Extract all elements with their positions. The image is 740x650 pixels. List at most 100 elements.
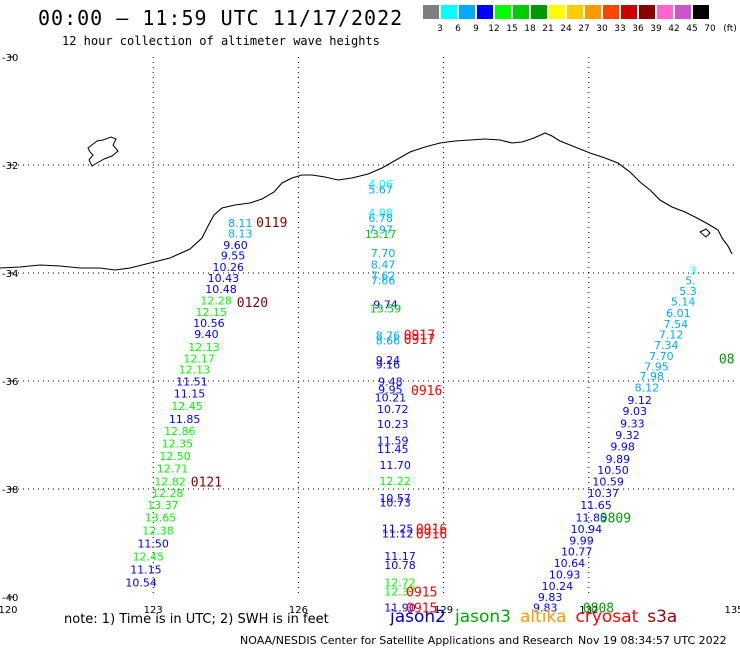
legend-level: 3	[437, 24, 443, 34]
wave-height-value: 9.24	[376, 354, 401, 367]
wave-height-value: 7.70	[649, 350, 674, 363]
wave-height-value: 9.98	[610, 440, 635, 453]
wave-height-value: 7.70	[371, 247, 396, 260]
legend-level: 39	[650, 24, 662, 34]
wave-height-value: 12.37	[384, 586, 416, 599]
wave-height-value: 10.77	[561, 546, 593, 559]
wave-height-value: 13.59	[370, 303, 402, 316]
wave-height-value: 9.60	[223, 239, 248, 252]
legend-level: 21	[542, 24, 554, 34]
wave-height-value: 10.93	[549, 568, 581, 581]
legend-swatch	[585, 5, 601, 19]
legend-level: 27	[578, 24, 590, 34]
wave-height-value: 9.95	[378, 384, 403, 397]
wave-height-value: 7.95	[644, 360, 669, 373]
legend-swatch	[513, 5, 529, 19]
wave-height-value: 10.54	[125, 576, 157, 589]
pass-time-label: 0121	[191, 475, 222, 490]
legend-swatch	[423, 5, 439, 19]
map-title: 00:00 – 11:59 UTC 11/17/2022	[38, 6, 404, 30]
coastline	[0, 132, 733, 271]
satellite-jason2: jason2	[390, 607, 446, 627]
pass-time-label: 0915	[406, 586, 437, 601]
lon-label: 123	[144, 605, 163, 616]
wave-height-value: 11.85	[575, 512, 607, 525]
pass-time-label: 0809	[600, 512, 631, 527]
legend-swatch	[603, 5, 619, 19]
pass-time-label: 0917	[404, 333, 435, 348]
coastline-south-australia	[0, 132, 733, 271]
wave-height-value: 12.17	[183, 352, 215, 365]
lon-label: 132	[579, 605, 598, 616]
wave-height-value: 7.66	[371, 275, 396, 288]
wave-height-value: 11.15	[130, 563, 162, 576]
wave-height-value: 13.65	[145, 512, 177, 525]
units-note: note: 1) Time is in UTC; 2) SWH is in fe…	[64, 612, 329, 627]
legend-swatch	[621, 5, 637, 19]
wave-height-value: 9.03	[623, 405, 648, 418]
satellite-jason3: jason3	[455, 607, 511, 627]
wave-height-value: 8.76	[376, 330, 401, 343]
wave-height-value: 11.65	[580, 499, 612, 512]
wave-height-value: 11.45	[377, 443, 409, 456]
wave-height-value: 12.45	[171, 400, 203, 413]
pass-time-label: 0916	[411, 384, 442, 399]
wave-height-value: 7.12	[659, 329, 684, 342]
credit-line: NOAA/NESDIS Center for Satellite Applica…	[240, 634, 574, 647]
legend-swatch	[693, 5, 709, 19]
wave-height-value: 7.98	[639, 370, 664, 383]
wave-height-value: 10.78	[384, 559, 416, 572]
wave-height-value: 10.73	[379, 497, 411, 510]
wave-height-value: 12.15	[196, 306, 228, 319]
wave-height-value: 10.56	[193, 317, 225, 330]
wave-height-value: 9.99	[569, 534, 594, 547]
wave-height-value: 11.15	[174, 387, 206, 400]
wave-height-value: 12.86	[164, 425, 196, 438]
pass-time-label: 0120	[237, 296, 268, 311]
wave-height-value: 11.59	[377, 434, 409, 447]
pass-time-label: 08	[719, 352, 735, 367]
wave-height-value: 7.34	[654, 339, 679, 352]
wave-height-value: 4.98	[368, 207, 393, 220]
lat-label: -30	[2, 53, 18, 64]
wave-height-value: 10.57	[379, 492, 411, 505]
pass-time-label: 0916	[416, 522, 447, 537]
wave-height-value: 11.90	[384, 601, 416, 614]
wave-height-value: 11.25	[382, 522, 414, 535]
wave-height-value: 5.	[685, 275, 696, 288]
wave-height-value: 6.78	[368, 212, 393, 225]
legend-swatch	[495, 5, 511, 19]
wave-height-value: 12.50	[159, 450, 191, 463]
wave-height-value: 9.48	[378, 376, 403, 389]
wave-height-value: 10.48	[205, 283, 237, 296]
satellite-cryosat: cryosat	[575, 607, 639, 627]
legend-level: 42	[668, 24, 680, 34]
wave-height-value: 5.67	[368, 183, 393, 196]
wave-height-value: 12.13	[188, 341, 220, 354]
wave-height-value: 9.16	[376, 358, 401, 371]
wave-height-value: 8.11	[228, 217, 253, 230]
wave-height-value: 10.50	[597, 464, 629, 477]
legend-level: 6	[455, 24, 461, 34]
legend-level: 70	[704, 24, 716, 34]
map-subtitle: 12 hour collection of altimeter wave hei…	[62, 34, 380, 48]
satellite-altika: altika	[520, 607, 567, 627]
graticule: 120 123 126 129 132 135 -30 -32 -34 -36 -38 -40	[0, 53, 740, 616]
wave-height-value: 12.38	[142, 525, 174, 538]
legend-level: 24	[560, 24, 572, 34]
wave-height-value: 7.62	[371, 270, 396, 283]
wave-height-value: 5.14	[671, 296, 696, 309]
lon-label: 126	[289, 605, 308, 616]
wave-height-value: 6.01	[666, 307, 691, 320]
lon-label: 135	[724, 605, 740, 616]
lon-label: 129	[434, 605, 453, 616]
lat-label: -36	[2, 377, 18, 388]
wave-height-value: 10.94	[571, 523, 603, 536]
pass-time-label: 0119	[256, 216, 287, 231]
wave-height-value: 9.40	[194, 328, 219, 341]
legend-level: 45	[686, 24, 698, 34]
wave-height-value: 3	[689, 264, 696, 277]
legend-level: 12	[488, 24, 500, 34]
wave-height-value: 12.71	[157, 462, 189, 475]
